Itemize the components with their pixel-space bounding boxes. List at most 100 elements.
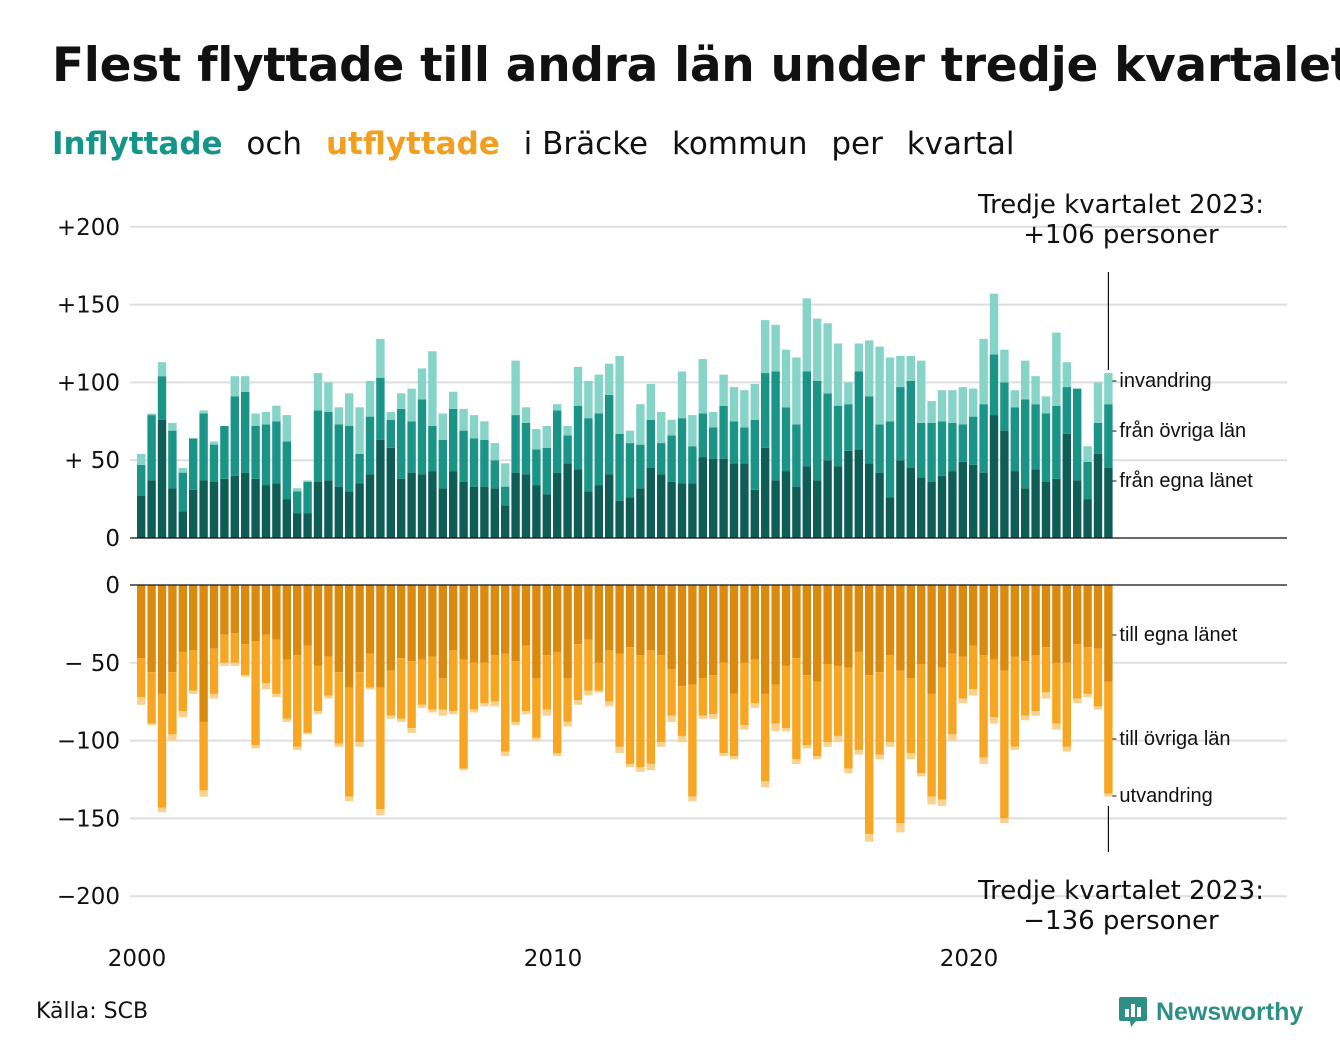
bar-in-egna [532, 485, 541, 538]
bar-ut-egna [657, 585, 666, 656]
bar-ut-utvandring [896, 823, 905, 833]
bar-in-invandring [594, 374, 603, 414]
bar-ut-utvandring [220, 662, 229, 666]
bar-ut-utvandring [272, 693, 281, 698]
bar-ut-egna [209, 585, 219, 649]
bar-in-invandring [407, 388, 416, 422]
bar-ut-utvandring [147, 723, 156, 726]
bar-ut-utvandring [906, 753, 915, 760]
bar-ut-utvandring [937, 799, 947, 806]
bar-ut-ovriga [501, 653, 510, 752]
bar-in-ovriga [1031, 404, 1040, 470]
bar-ut-ovriga [937, 667, 947, 800]
bar-ut-egna [220, 585, 229, 635]
bar-ut-utvandring [241, 675, 250, 677]
bar-in-egna [969, 464, 978, 538]
bar-ut-egna [511, 585, 520, 662]
bar-in-egna [1062, 433, 1071, 538]
bar-in-egna [906, 467, 915, 538]
bar-in-invandring [449, 391, 458, 409]
bar-ut-egna [1031, 585, 1040, 656]
bar-in-ovriga [771, 371, 780, 481]
bar-in-ovriga [137, 464, 146, 496]
bar-in-ovriga [324, 411, 333, 481]
bar-ut-utvandring [261, 683, 271, 690]
bar-ut-egna [345, 585, 354, 688]
bar-in-egna [1093, 453, 1103, 538]
bar-in-ovriga [937, 421, 947, 476]
axes [130, 272, 1287, 852]
bar-ut-ovriga [1052, 662, 1061, 724]
bar-in-egna [657, 474, 666, 538]
bar-ut-utvandring [469, 709, 479, 713]
bar-ut-utvandring [1083, 693, 1092, 698]
bar-ut-ovriga [615, 653, 624, 747]
bar-ut-egna [636, 585, 645, 656]
bar-in-egna [1000, 430, 1009, 538]
bar-ut-ovriga [646, 650, 655, 764]
bar-in-egna [896, 460, 905, 538]
bar-ut-egna [771, 585, 780, 685]
bar-in-invandring [272, 405, 281, 422]
bar-in-ovriga [625, 443, 635, 498]
bar-ut-utvandring [1000, 818, 1009, 824]
bar-in-invandring [646, 383, 655, 420]
bar-ut-egna [365, 585, 375, 654]
bar-in-invandring [542, 425, 551, 448]
bar-ut-ovriga [792, 658, 801, 760]
bar-in-egna [781, 471, 791, 538]
bar-in-egna [854, 449, 863, 538]
bar-ut-utvandring [345, 796, 354, 802]
bar-in-ovriga [355, 453, 364, 484]
bar-ut-ovriga [875, 672, 884, 755]
x-tick-label: 2020 [940, 946, 999, 972]
bar-in-ovriga [1010, 407, 1019, 472]
bar-in-egna [157, 419, 167, 538]
bar-in-egna [553, 472, 562, 538]
bar-ut-utvandring [313, 711, 323, 715]
bar-in-ovriga [844, 404, 853, 451]
bar-in-ovriga [521, 422, 531, 475]
bar-in-egna [709, 458, 718, 538]
bar-ut-egna [989, 585, 999, 660]
bar-ut-ovriga [729, 693, 739, 757]
bar-in-ovriga [917, 422, 926, 478]
bar-ut-egna [469, 585, 479, 663]
bar-ut-ovriga [896, 670, 905, 824]
bar-ut-ovriga [355, 672, 364, 743]
bar-ut-ovriga [948, 653, 957, 735]
annotation-top: Tredje kvartalet 2023: +106 personer [968, 190, 1274, 250]
bar-ut-utvandring [324, 695, 333, 699]
bar-ut-ovriga [147, 672, 156, 724]
bar-in-egna [137, 495, 146, 538]
bar-in-egna [251, 478, 260, 538]
subtitle-och: och [246, 126, 303, 162]
bar-in-egna [688, 483, 697, 538]
bar-ut-egna [802, 585, 811, 676]
newsworthy-logo-icon [1119, 997, 1147, 1027]
bar-ut-ovriga [459, 659, 468, 769]
bar-in-invandring [667, 419, 676, 436]
bar-in-ovriga [542, 447, 551, 495]
bar-in-invandring [958, 387, 967, 425]
annotation-top-line2: +106 personer [1023, 220, 1219, 250]
bar-in-ovriga [594, 413, 603, 486]
bar-in-invandring [209, 441, 219, 445]
bar-ut-utvandring [428, 709, 437, 713]
bar-ut-utvandring [490, 701, 499, 707]
bar-in-ovriga [501, 486, 510, 506]
bar-ut-utvandring [833, 735, 843, 743]
bar-ut-ovriga [823, 664, 832, 743]
bar-in-egna [355, 483, 364, 538]
bar-in-ovriga [729, 421, 739, 464]
bar-ut-utvandring [927, 796, 936, 805]
subtitle-place: i Bräcke [523, 126, 649, 162]
bar-ut-utvandring [948, 734, 957, 741]
bar-in-egna [147, 480, 156, 538]
bar-ut-ovriga [303, 645, 312, 733]
bar-in-egna [802, 466, 811, 538]
newsworthy-logo[interactable]: Newsworthy [1118, 994, 1303, 1030]
bar-ut-ovriga [781, 665, 791, 729]
bar-in-ovriga [199, 413, 208, 481]
annotation-bottom-line2: −136 personer [1023, 906, 1219, 936]
